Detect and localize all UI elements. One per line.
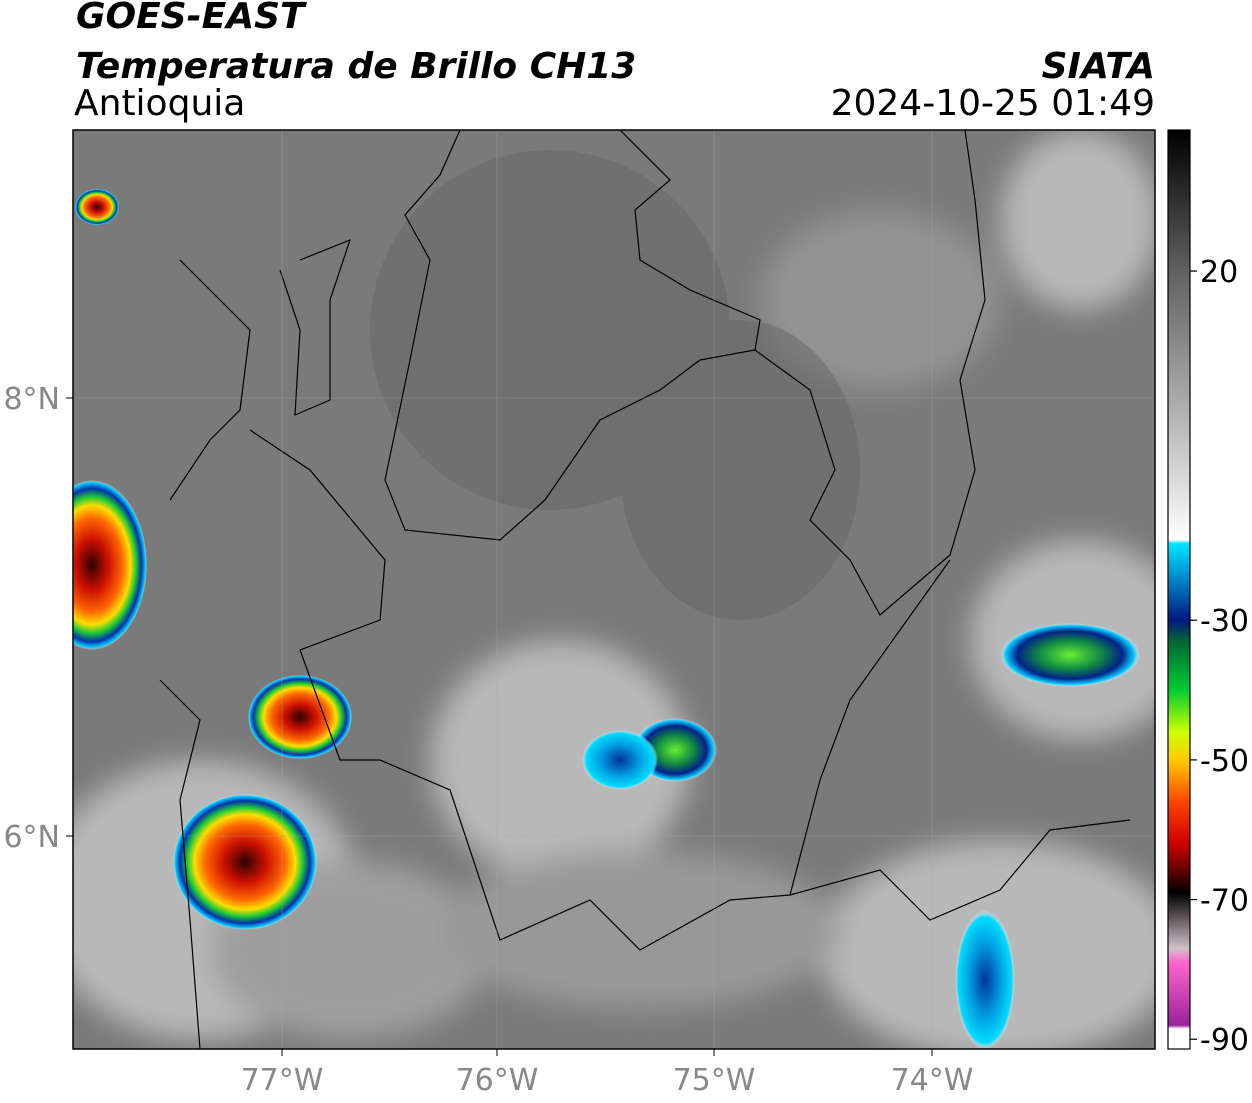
map bbox=[73, 130, 1155, 1049]
satellite: GOES-EAST bbox=[76, 0, 307, 37]
lon-tick-label: 74°W bbox=[891, 1063, 974, 1098]
colorbar-tick-label: -30 bbox=[1200, 604, 1249, 639]
lat-tick-label: 6°N bbox=[3, 820, 60, 855]
agency: SIATA bbox=[1042, 46, 1155, 87]
colorbar: 20 -30 -50 -70 -90 bbox=[1167, 129, 1249, 1058]
colorbar-tick-label: 20 bbox=[1200, 255, 1238, 290]
colorbar-tick-label: -50 bbox=[1200, 744, 1249, 779]
lat-tick-label: 8°N bbox=[3, 382, 60, 417]
lon-tick-label: 77°W bbox=[241, 1063, 324, 1098]
colorbar-tick-label: -70 bbox=[1200, 884, 1249, 919]
colorbar-fill bbox=[1167, 129, 1191, 1050]
map-frame bbox=[72, 129, 1156, 1050]
lon-tick-label: 76°W bbox=[456, 1063, 539, 1098]
region: Antioquia bbox=[74, 83, 245, 124]
datetime: 2024-10-25 01:49 bbox=[831, 83, 1155, 124]
lon-tick-label: 75°W bbox=[673, 1063, 756, 1098]
colorbar-tick-label: -90 bbox=[1200, 1023, 1249, 1058]
product: Temperatura de Brillo CH13 bbox=[76, 46, 636, 87]
